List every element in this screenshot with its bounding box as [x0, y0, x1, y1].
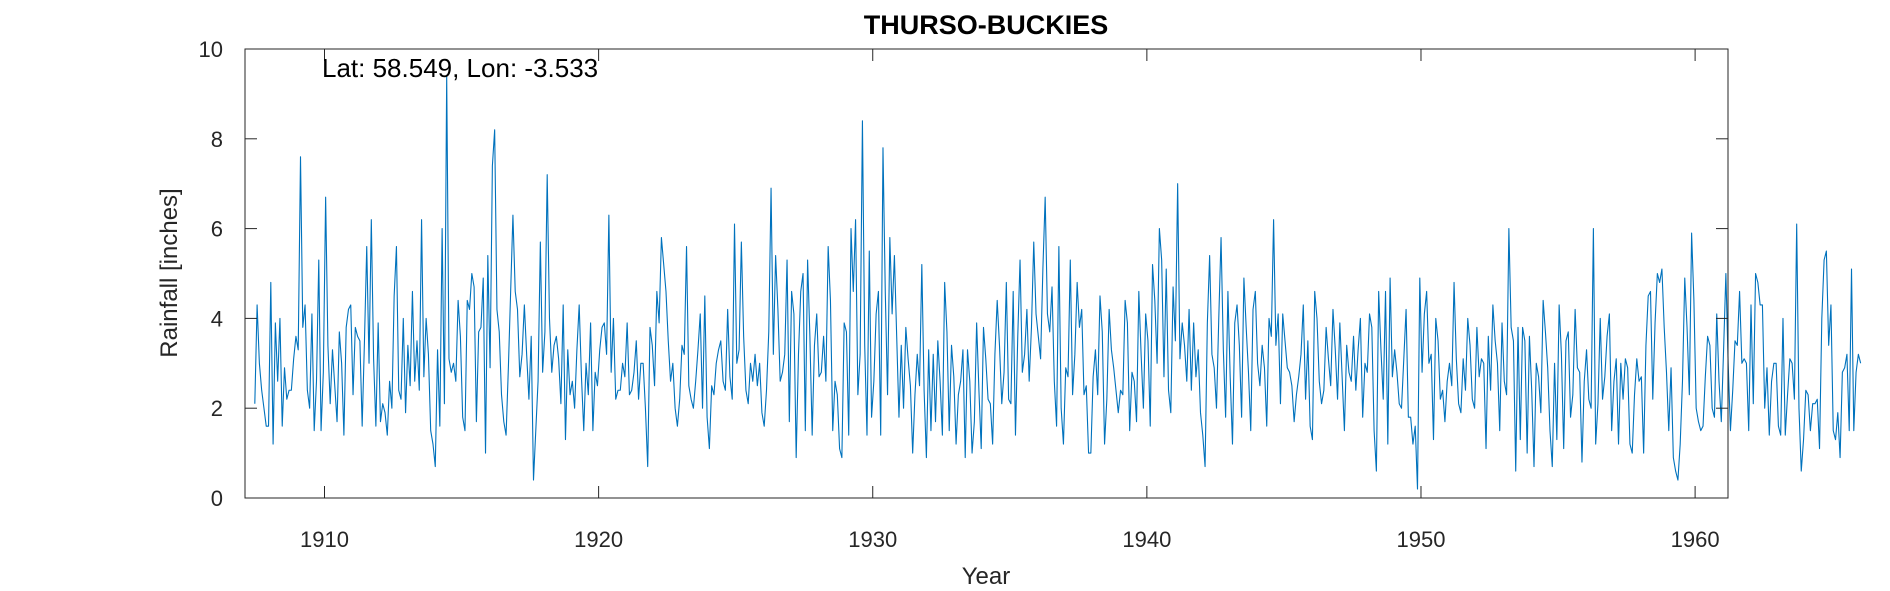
- y-tick-label: 6: [211, 217, 223, 242]
- ticks-layer: 1910 1920 1930 1940 1950 1960 0 2 4 6 8 10: [199, 37, 1728, 552]
- y-tick-label: 2: [211, 396, 223, 421]
- x-tick-label: 1930: [848, 527, 897, 552]
- y-tick-label: 4: [211, 306, 223, 331]
- y-tick-label: 10: [199, 37, 223, 62]
- x-tick-label: 1940: [1122, 527, 1171, 552]
- data-layer: [254, 75, 1862, 490]
- rainfall-series-line: [254, 75, 1862, 490]
- y-axis-title: Rainfall [inches]: [156, 188, 183, 357]
- coordinates-annotation: Lat: 58.549, Lon: -3.533: [322, 53, 598, 83]
- x-tick-label: 1910: [300, 527, 349, 552]
- plot-frame: [244, 48, 1729, 499]
- y-tick-label: 8: [211, 127, 223, 152]
- plot-background: [245, 49, 1728, 498]
- x-axis-title: Year: [962, 563, 1011, 590]
- chart-title: THURSO-BUCKIES: [864, 10, 1109, 40]
- x-tick-label: 1960: [1671, 527, 1720, 552]
- x-tick-label: 1950: [1397, 527, 1446, 552]
- x-tick-label: 1920: [574, 527, 623, 552]
- y-tick-label: 0: [211, 486, 223, 511]
